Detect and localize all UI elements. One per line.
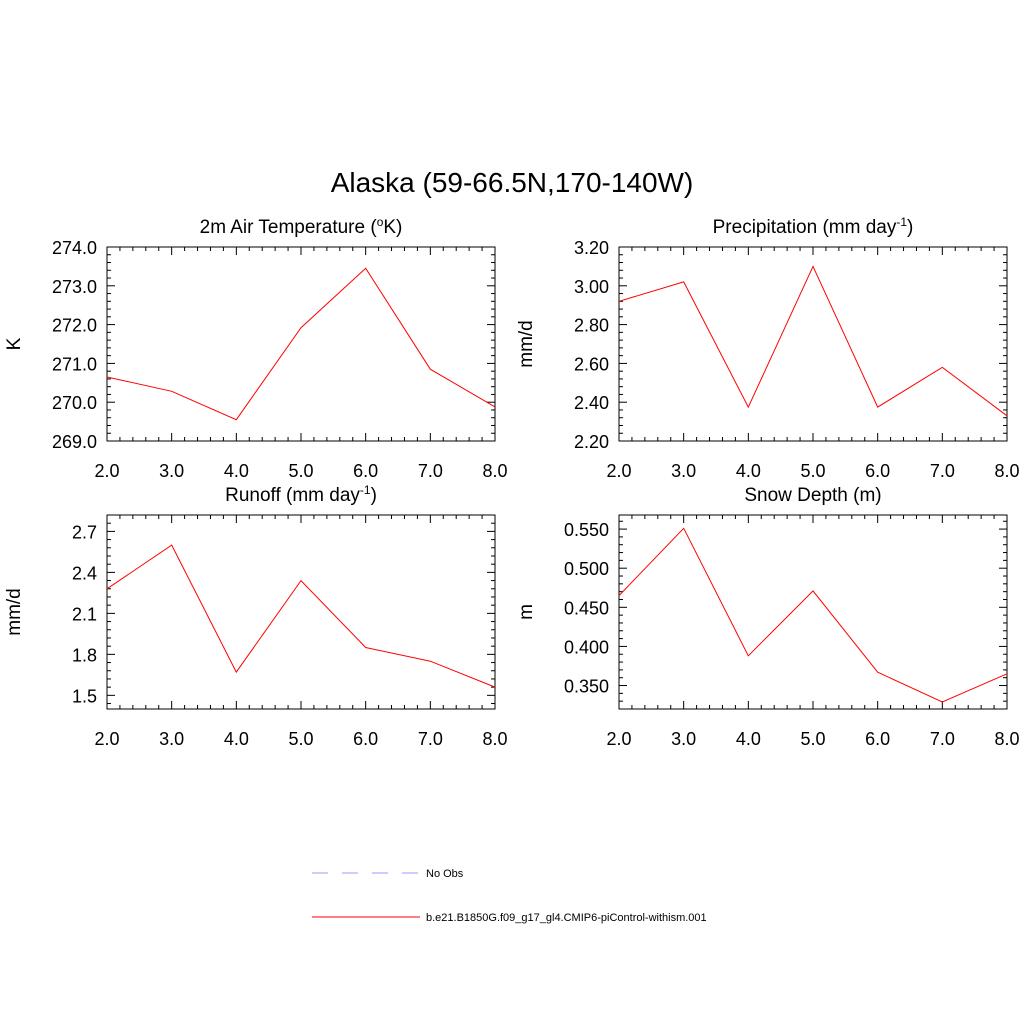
panel-title-superscript: -1 (896, 215, 907, 229)
panel-title-text: Precipitation (mm day (713, 217, 897, 238)
plot-frame (618, 514, 1008, 710)
legend-item: No Obs (312, 868, 464, 880)
y-tick-label: 271.0 (52, 354, 97, 374)
y-tick-label: 273.0 (52, 277, 97, 297)
y-tick-label: 2.7 (72, 522, 97, 542)
y-tick-label: 269.0 (52, 432, 97, 452)
x-tick-label: 7.0 (418, 461, 443, 481)
x-tick-label: 5.0 (288, 461, 313, 481)
y-tick-label: 2.1 (72, 604, 97, 624)
x-tick-label: 2.0 (606, 729, 631, 749)
panel-title-text: Snow Depth (m) (744, 485, 881, 506)
x-tick-label: 8.0 (482, 729, 507, 749)
y-tick-label: 2.20 (574, 432, 609, 452)
y-tick-label: 270.0 (52, 393, 97, 413)
x-tick-label: 8.0 (994, 729, 1019, 749)
x-tick-label: 6.0 (865, 729, 890, 749)
y-axis-label: mm/d (516, 320, 537, 368)
x-tick-label: 2.0 (94, 461, 119, 481)
y-axis-label: m (516, 604, 537, 620)
x-tick-label: 5.0 (800, 729, 825, 749)
series-line (618, 265, 1008, 417)
y-axis-label: mm/d (4, 588, 25, 636)
legend-item: b.e21.B1850G.f09_g17_gl4.CMIP6-piControl… (312, 912, 707, 924)
figure-title: Alaska (59-66.5N,170-140W) (331, 167, 694, 198)
panel-1: 2m Air Temperature (oK) K 2.0 3.0 4.0 5.0 6.0 7… (4, 215, 508, 481)
panel-4: Snow Depth (m) m 2.0 3.0 4.0 5.0 6.0 7.0 8.0 0.35… (516, 485, 1020, 749)
x-tick-label: 7.0 (930, 729, 955, 749)
series-line (618, 527, 1008, 703)
y-tick-label: 0.400 (564, 637, 609, 657)
x-tick-label: 4.0 (224, 461, 249, 481)
panel-3: Runoff (mm day-1) mm/d 2.0 3.0 4.0 5.0 6.0 7.0 8… (4, 483, 508, 749)
x-tick-label: 8.0 (994, 461, 1019, 481)
x-tick-label: 2.0 (94, 729, 119, 749)
y-tick-label: 2.60 (574, 354, 609, 374)
panel-title-text: K) (383, 217, 402, 238)
plot-frame (106, 246, 496, 442)
legend-label: No Obs (426, 868, 464, 880)
x-tick-label: 5.0 (800, 461, 825, 481)
legend: No Obs b.e21.B1850G.f09_g17_gl4.CMIP6-piC… (312, 868, 707, 924)
panel-2: Precipitation (mm day-1) mm/d 2.0 3.0 4.0 5.0… (516, 215, 1020, 481)
x-tick-label: 7.0 (930, 461, 955, 481)
x-tick-label: 7.0 (418, 729, 443, 749)
panel-title-superscript: o (377, 215, 384, 229)
panel-title: Precipitation (mm day-1) (713, 215, 914, 238)
y-tick-label: 1.8 (72, 645, 97, 665)
y-tick-label: 1.5 (72, 686, 97, 706)
x-tick-label: 4.0 (224, 729, 249, 749)
plot-frame (106, 514, 496, 710)
x-tick-label: 4.0 (736, 729, 761, 749)
panel-title: 2m Air Temperature (oK) (200, 215, 403, 238)
x-tick-label: 2.0 (606, 461, 631, 481)
y-tick-label: 2.40 (574, 393, 609, 413)
panel-title-text: ) (907, 217, 913, 238)
panel-title-superscript: -1 (360, 483, 371, 497)
y-tick-label: 2.80 (574, 316, 609, 336)
x-tick-label: 6.0 (353, 729, 378, 749)
x-tick-label: 4.0 (736, 461, 761, 481)
y-tick-label: 0.350 (564, 677, 609, 697)
x-tick-label: 6.0 (353, 461, 378, 481)
y-tick-label: 272.0 (52, 316, 97, 336)
panel-title-text: ) (371, 485, 377, 506)
panel-title-text: Runoff (mm day (225, 485, 360, 506)
panel-title: Snow Depth (m) (744, 485, 881, 506)
panel-title-text: 2m Air Temperature ( (200, 217, 378, 238)
panels: 2m Air Temperature (oK) K 2.0 3.0 4.0 5.0 6.0 7… (4, 215, 1020, 749)
legend-label: b.e21.B1850G.f09_g17_gl4.CMIP6-piControl… (426, 912, 707, 924)
x-tick-label: 3.0 (671, 729, 696, 749)
x-tick-label: 8.0 (482, 461, 507, 481)
series-line (106, 544, 496, 688)
y-tick-label: 274.0 (52, 238, 97, 258)
y-tick-label: 3.20 (574, 238, 609, 258)
x-tick-label: 3.0 (159, 729, 184, 749)
y-tick-label: 2.4 (72, 563, 97, 583)
x-tick-label: 5.0 (288, 729, 313, 749)
y-tick-label: 0.500 (564, 559, 609, 579)
y-tick-label: 0.550 (564, 520, 609, 540)
plot-frame (618, 246, 1008, 442)
y-tick-label: 3.00 (574, 277, 609, 297)
x-tick-label: 6.0 (865, 461, 890, 481)
panel-title: Runoff (mm day-1) (225, 483, 377, 506)
x-tick-label: 3.0 (159, 461, 184, 481)
y-tick-label: 0.450 (564, 598, 609, 618)
y-axis-label: K (4, 337, 25, 350)
series-line (106, 267, 496, 421)
x-tick-label: 3.0 (671, 461, 696, 481)
